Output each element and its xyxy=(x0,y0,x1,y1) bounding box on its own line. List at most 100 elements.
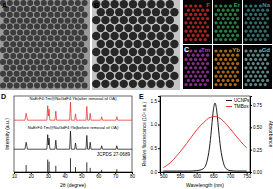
nanoparticle xyxy=(68,35,74,41)
nanoparticle xyxy=(17,29,23,35)
nanoparticle xyxy=(54,24,60,30)
map-particle xyxy=(194,83,197,86)
map-particle xyxy=(259,66,262,69)
nanoparticle xyxy=(110,0,118,8)
reference-peak xyxy=(55,166,56,172)
map-particle xyxy=(256,17,259,20)
tick: 0.75 xyxy=(250,103,262,108)
map-particle xyxy=(217,62,220,65)
map-background xyxy=(243,0,272,44)
tick-label: 550 xyxy=(177,174,185,179)
nanoparticle xyxy=(110,64,118,72)
nanoparticle xyxy=(41,35,47,41)
map-particle xyxy=(224,38,227,41)
tick-label: 20 xyxy=(29,174,35,179)
nanoparticle xyxy=(71,41,77,47)
map-particle xyxy=(184,66,187,69)
nanoparticle xyxy=(41,82,47,88)
series-label: NaErF4:Tm@NaGdF4:Yb(after removal of OA) xyxy=(29,96,117,101)
map-particle xyxy=(229,30,232,33)
map-particle xyxy=(206,25,209,28)
map-particle xyxy=(254,30,257,33)
nanoparticle xyxy=(20,24,26,30)
map-particle xyxy=(189,83,192,86)
nanoparticle xyxy=(58,6,64,12)
map-particle xyxy=(224,75,227,78)
eds-map: Er xyxy=(213,0,242,44)
nanoparticle xyxy=(166,80,174,88)
map-particle xyxy=(204,38,207,41)
nanoparticle xyxy=(115,40,123,48)
map-particle xyxy=(217,17,220,20)
nanoparticle xyxy=(124,24,132,32)
map-particle xyxy=(249,83,252,86)
map-particle xyxy=(249,75,252,78)
map-particle xyxy=(226,70,229,73)
map-particle xyxy=(244,83,247,86)
nanoparticle xyxy=(34,35,40,41)
label-background xyxy=(202,46,211,53)
tick-label: 600 xyxy=(193,174,201,179)
nanoparticle xyxy=(24,6,30,12)
nanoparticle xyxy=(147,32,155,40)
nanoparticle xyxy=(138,32,146,40)
map-particle xyxy=(184,58,187,61)
nanoparticle xyxy=(97,8,105,16)
map-particle xyxy=(264,58,267,61)
map-particle xyxy=(187,70,190,73)
map-particle xyxy=(254,58,257,61)
map-particle xyxy=(196,25,199,28)
nanoparticle xyxy=(166,48,174,56)
map-particle xyxy=(187,25,190,28)
map-particle xyxy=(204,83,207,86)
nanoparticle xyxy=(78,53,84,59)
nanoparticle xyxy=(65,65,71,71)
tick-mark xyxy=(158,172,160,173)
map-particle xyxy=(236,54,239,57)
nanoparticle xyxy=(17,65,23,71)
map-particle xyxy=(231,70,234,73)
nanoparticle xyxy=(152,40,160,48)
nanoparticle xyxy=(71,65,77,71)
map-particle xyxy=(201,34,204,37)
nanoparticle xyxy=(0,24,6,30)
nanoparticle xyxy=(75,47,81,53)
map-particle xyxy=(204,66,207,69)
reference-peak xyxy=(49,162,50,172)
y-axis-title: Relative fluorescence (10⁴ a.u.) xyxy=(142,101,147,166)
tick-label: 1.0 xyxy=(151,122,158,127)
map-particle xyxy=(261,54,264,57)
nanoparticle xyxy=(78,77,84,83)
reference-peak xyxy=(116,169,117,172)
nanoparticle xyxy=(44,6,50,12)
map-particle xyxy=(259,13,262,16)
map-background xyxy=(213,45,242,89)
nanoparticle xyxy=(129,16,137,24)
nanoparticle xyxy=(27,12,33,18)
nanoparticle xyxy=(101,32,109,40)
map-particle xyxy=(184,13,187,16)
nanoparticle xyxy=(24,41,30,47)
map-particle xyxy=(244,58,247,61)
label-background xyxy=(232,1,241,8)
map-particle xyxy=(236,34,239,37)
nanoparticle xyxy=(10,77,16,83)
map-particle xyxy=(219,75,222,78)
map-particle xyxy=(204,13,207,16)
map-particle xyxy=(264,30,267,33)
map-particle xyxy=(234,13,237,16)
nanoparticle xyxy=(0,59,6,65)
nanoparticle xyxy=(37,29,43,35)
nanoparticle xyxy=(110,32,118,40)
nanoparticle xyxy=(106,40,114,48)
nanoparticle xyxy=(41,47,47,53)
nanoparticle xyxy=(37,77,43,83)
tick-label: 750 xyxy=(243,174,251,179)
map-particle xyxy=(244,38,247,41)
map-particle xyxy=(256,9,259,12)
map-particle xyxy=(266,62,269,65)
nanoparticle xyxy=(61,71,67,77)
nanoparticle xyxy=(7,12,13,18)
map-particle xyxy=(189,21,192,24)
series-label: NaErF4:Tm@NaGdF4:Yb(before removal of OA… xyxy=(28,125,119,130)
